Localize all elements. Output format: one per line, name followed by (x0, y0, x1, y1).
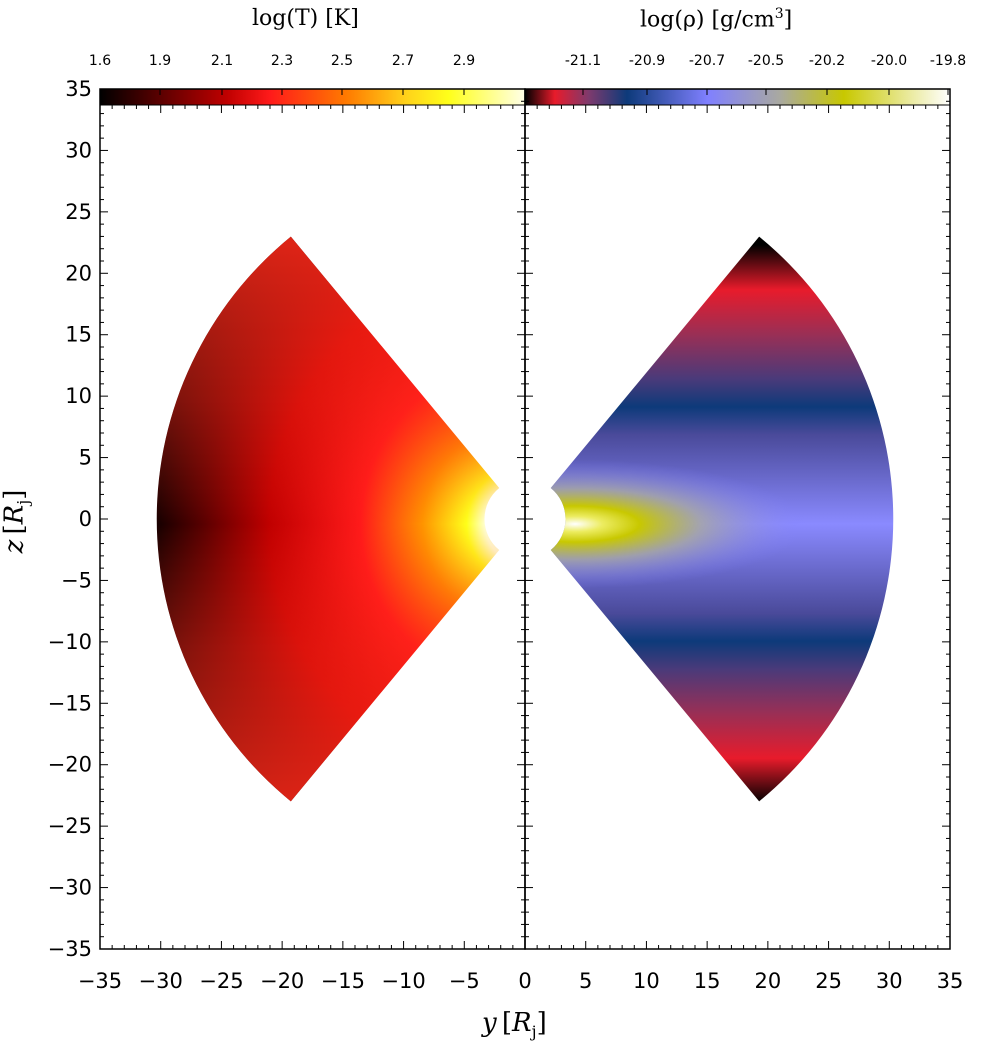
colorbar-tick-label: -19.8 (930, 53, 966, 69)
y-axis-label: z (0, 539, 30, 554)
temperature-colorbar (99, 88, 526, 106)
y-axis-unit-base: R (0, 504, 30, 525)
y-tick-label: −10 (48, 630, 92, 654)
density-label-unit: g/cm (720, 7, 775, 33)
x-tick-label: −30 (139, 969, 183, 993)
x-tick-label: 30 (876, 969, 903, 993)
y-tick-label: 30 (65, 138, 92, 162)
colorbar-tick-label: -21.1 (565, 53, 601, 69)
colorbar-tick-label: -20.0 (871, 53, 907, 69)
temperature-colorbar-title: log(T) [K] (252, 6, 359, 31)
x-axis-unit-sub: j (531, 1022, 537, 1041)
y-tick-label: 0 (79, 507, 92, 531)
y-tick-label: 35 (65, 77, 92, 101)
x-tick-label: −15 (321, 969, 365, 993)
axis-ticks (99, 88, 951, 950)
x-tick-label: 35 (937, 969, 964, 993)
temperature-colorbar-ticks: 1.6 1.9 2.1 2.3 2.5 2.7 2.9 (89, 53, 475, 95)
x-axis-unit-base: R (512, 1008, 532, 1038)
density-colorbar (524, 88, 951, 106)
y-tick-label: −20 (48, 753, 92, 777)
x-tick-label: −25 (199, 969, 243, 993)
density-label-func: log(ρ) (640, 7, 705, 33)
colorbar-tick-label: -20.5 (748, 53, 784, 69)
y-tick-label: −30 (48, 876, 92, 900)
x-tick-label: 25 (815, 969, 842, 993)
colorbar-tick-label: -20.7 (689, 53, 725, 69)
colorbar-tick-label: 1.6 (89, 53, 111, 69)
y-axis-unit-sub: j (13, 499, 33, 505)
density-wedge (550, 236, 894, 802)
density-colorbar-ticks: -21.1 -20.9 -20.7 -20.5 -20.2 -20.0 -19.8 (565, 53, 966, 95)
colorbar-tick-label: 1.9 (149, 53, 171, 69)
colorbar-tick-label: 2.9 (453, 53, 475, 69)
y-tick-label: 25 (65, 200, 92, 224)
temperature-label-func: log(T) (252, 6, 319, 31)
x-axis-label: y (482, 1008, 497, 1038)
y-tick-label: −25 (48, 814, 92, 838)
y-tick-label: −5 (61, 568, 92, 592)
y-tick-label: 10 (65, 384, 92, 408)
temperature-label-unit: K (333, 6, 351, 31)
y-tick-label: −15 (48, 691, 92, 715)
temperature-wedge (156, 236, 500, 802)
y-tick-label: 5 (79, 446, 92, 470)
colorbar-tick-label: 2.5 (331, 53, 353, 69)
x-axis-title: y [Rj] (482, 1008, 547, 1041)
colorbar-tick-label: -20.2 (809, 53, 845, 69)
x-tick-label: 0 (518, 969, 531, 993)
y-tick-label: 15 (65, 323, 92, 347)
x-tick-label: 10 (633, 969, 660, 993)
x-tick-label: 20 (754, 969, 781, 993)
density-label-exp: 3 (774, 6, 784, 22)
density-colorbar-title: log(ρ) [g/cm3] (640, 6, 793, 33)
x-tick-label: 5 (579, 969, 592, 993)
colorbar-tick-label: 2.1 (211, 53, 233, 69)
x-tick-label: −20 (260, 969, 304, 993)
y-tick-label: −35 (48, 937, 92, 961)
x-tick-labels: −35 −30 −25 −20 −15 −10 −5 0 5 10 15 20 25 30 35 (78, 969, 964, 993)
x-tick-label: 15 (694, 969, 721, 993)
x-tick-label: −5 (449, 969, 480, 993)
colorbar-tick-label: 2.3 (271, 53, 293, 69)
y-axis-title: z [Rj] (0, 489, 33, 554)
y-tick-label: 20 (65, 261, 92, 285)
colorbar-tick-label: -20.9 (629, 53, 665, 69)
colorbar-tick-label: 2.7 (392, 53, 414, 69)
y-tick-labels: 35 30 25 20 15 10 5 0 −5 −10 −15 −20 −25 −30 −35 (48, 77, 92, 961)
x-tick-label: −35 (78, 969, 122, 993)
x-tick-label: −10 (381, 969, 425, 993)
